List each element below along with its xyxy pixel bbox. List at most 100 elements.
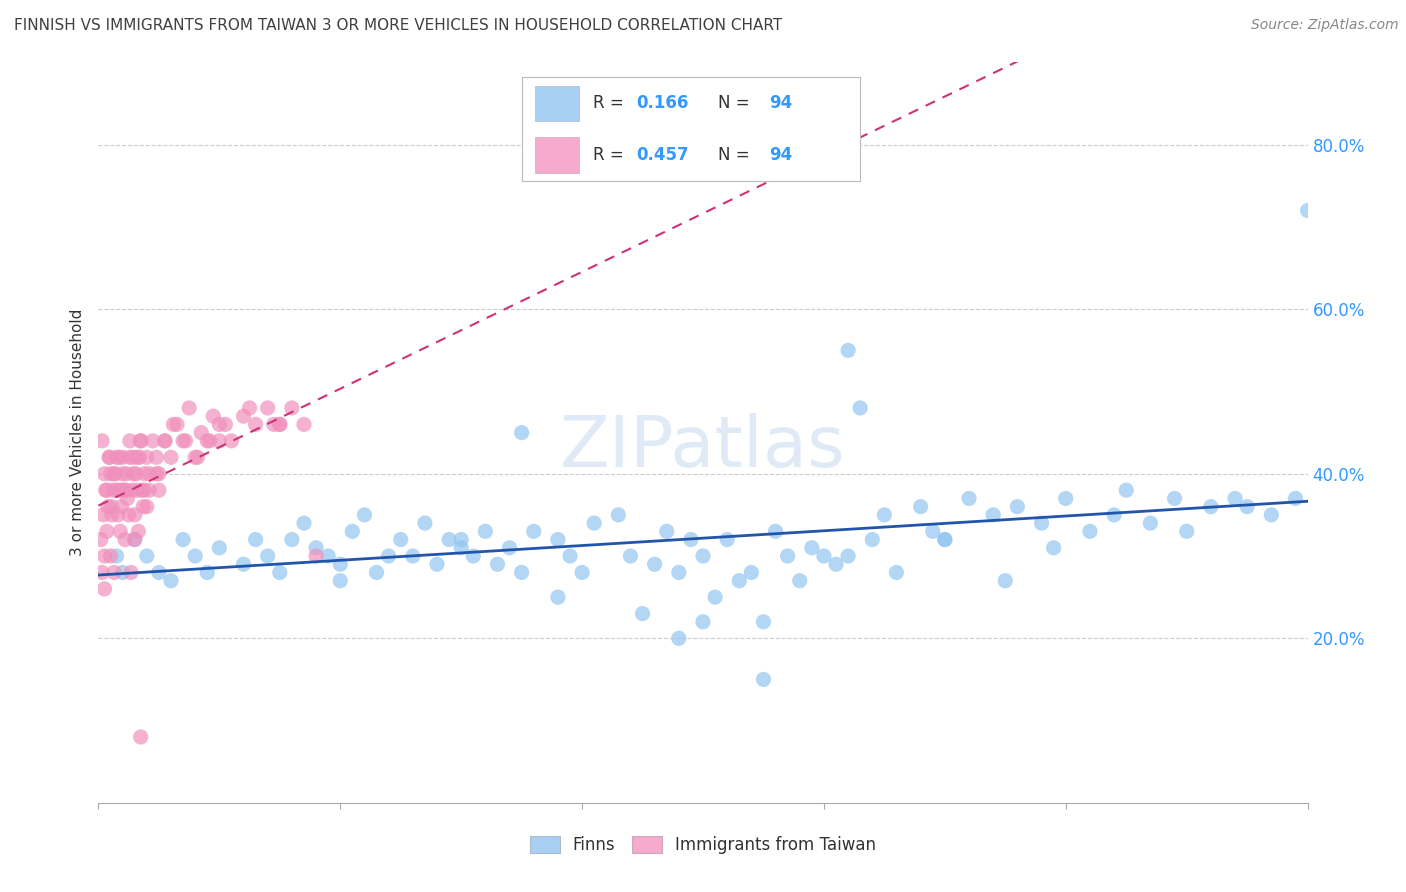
Point [631, 607, 654, 621]
Point [103, 566, 125, 580]
Point [305, 549, 328, 563]
Point [108, 483, 131, 498]
Point [148, 467, 170, 481]
Point [202, 409, 225, 424]
Point [135, 549, 157, 563]
Point [619, 549, 641, 563]
Point [281, 401, 304, 415]
Point [98, 450, 121, 465]
Point [195, 434, 218, 448]
Point [800, 541, 823, 555]
Point [921, 524, 943, 539]
Point [269, 417, 291, 432]
Text: FINNISH VS IMMIGRANTS FROM TAIWAN 3 OR MORE VEHICLES IN HOUSEHOLD CORRELATION CH: FINNISH VS IMMIGRANTS FROM TAIWAN 3 OR M… [14, 18, 782, 33]
Point [1054, 491, 1077, 506]
Point [232, 409, 254, 424]
Point [668, 566, 690, 580]
Point [692, 615, 714, 629]
Point [120, 566, 142, 580]
Point [153, 434, 176, 448]
Point [886, 566, 908, 580]
Point [389, 533, 412, 547]
Point [765, 524, 787, 539]
Point [1223, 491, 1246, 506]
Point [122, 450, 145, 465]
Point [607, 508, 630, 522]
Point [111, 566, 134, 580]
Point [127, 483, 149, 498]
Point [825, 558, 848, 572]
Point [145, 450, 167, 465]
Point [221, 434, 243, 448]
Point [100, 508, 122, 522]
Point [121, 483, 143, 498]
Point [208, 417, 231, 432]
Point [426, 558, 449, 572]
Point [100, 467, 122, 481]
Point [134, 467, 156, 481]
Point [813, 549, 835, 563]
Point [292, 417, 315, 432]
Point [1102, 508, 1125, 522]
Point [547, 533, 569, 547]
Point [208, 434, 231, 448]
Point [108, 524, 131, 539]
Point [910, 500, 932, 514]
Point [558, 549, 581, 563]
Point [91, 508, 114, 522]
Point [329, 574, 352, 588]
Point [571, 566, 593, 580]
Point [934, 533, 956, 547]
Y-axis label: 3 or more Vehicles in Household: 3 or more Vehicles in Household [69, 309, 84, 557]
Point [740, 566, 762, 580]
Point [160, 574, 183, 588]
Point [145, 467, 167, 481]
Point [124, 508, 146, 522]
Point [115, 483, 138, 498]
Point [316, 549, 339, 563]
Point [98, 450, 121, 465]
Point [1078, 524, 1101, 539]
Point [214, 417, 236, 432]
Point [122, 467, 145, 481]
Point [377, 549, 399, 563]
Point [172, 533, 194, 547]
Point [837, 343, 859, 358]
Point [128, 450, 150, 465]
Point [103, 467, 125, 481]
Point [1260, 508, 1282, 522]
Point [498, 541, 520, 555]
Point [413, 516, 436, 530]
Point [91, 566, 114, 580]
Point [934, 533, 956, 547]
Point [523, 524, 546, 539]
Point [166, 417, 188, 432]
Point [837, 549, 859, 563]
Point [100, 500, 122, 514]
Point [135, 500, 157, 514]
Point [184, 450, 207, 465]
Point [112, 483, 135, 498]
Point [195, 566, 218, 580]
Point [437, 533, 460, 547]
Point [179, 401, 201, 415]
Point [692, 549, 714, 563]
Point [115, 467, 138, 481]
Point [245, 533, 267, 547]
Point [232, 558, 254, 572]
Point [101, 483, 124, 498]
Point [127, 450, 149, 465]
Point [1042, 541, 1064, 555]
Point [1139, 516, 1161, 530]
Point [129, 730, 152, 744]
Point [124, 533, 146, 547]
Point [96, 524, 118, 539]
Point [142, 434, 165, 448]
Point [1007, 500, 1029, 514]
Point [108, 450, 131, 465]
Point [1199, 500, 1222, 514]
Point [329, 558, 352, 572]
Point [789, 574, 811, 588]
Point [105, 483, 128, 498]
Point [110, 500, 132, 514]
